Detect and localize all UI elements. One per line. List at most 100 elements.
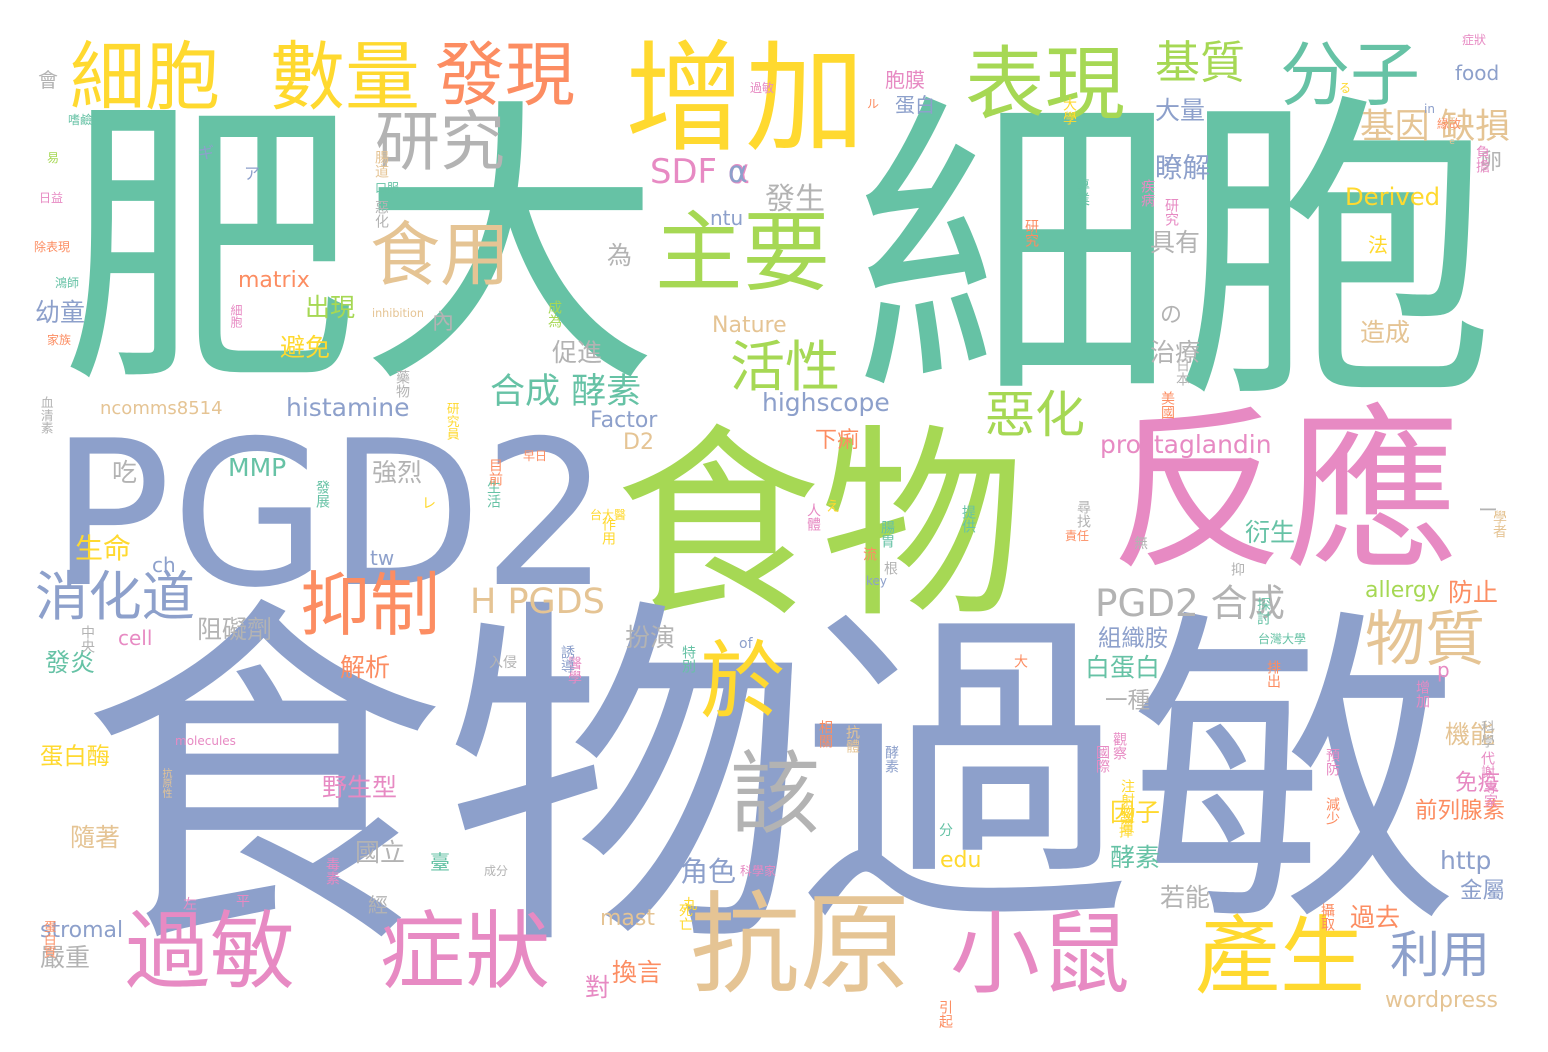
small-word-78: 抑 [1229,562,1245,576]
small-word-61: 丸 [683,897,697,913]
small-word-59: 無 [1134,536,1148,552]
small-word-20: 研究 [1023,219,1039,247]
word-69: 扮演 [625,623,675,652]
small-word-9: 日益 [39,191,64,205]
word-93: 過去 [1350,903,1400,932]
small-word-18: 研究 [1163,198,1179,226]
small-word-52: 發揮 [1117,810,1133,838]
small-word-86: 科學家 [740,864,777,878]
small-word-45: 減少 [1324,797,1340,825]
word-31: H PGDS [470,582,605,622]
word-33: 合成 酵素 [490,372,642,412]
word-95: 若能 [1160,883,1210,912]
small-word-49: 引起 [937,1000,953,1028]
small-word-65: 作用 [600,517,616,545]
word-43: 具有 [1150,228,1201,257]
word-0: 肥大 [60,75,660,424]
small-word-26: 藥物 [394,370,410,398]
word-75: 衍生 [1245,518,1295,547]
word-12: 分子 [1280,34,1420,116]
word-6: 過敏 [800,583,1460,967]
word-61: 吃 [112,458,137,487]
small-word-38: 醫學 [566,656,582,684]
word-4: 反應 [1110,391,1460,594]
word-65: 阻礙劑 [197,615,272,644]
word-39: 胞膜 [885,68,925,92]
small-word-0: 症狀 [1462,33,1487,47]
word-3: 食物 [615,408,1025,646]
word-101: p [1437,658,1450,682]
word-97: 為 [607,241,632,270]
word-41: 發生 [765,182,825,217]
word-62: 生命 [75,532,132,565]
small-word-12: 家族 [47,333,72,347]
small-word-79: 根 [882,561,898,575]
word-87: edu [940,848,982,873]
small-word-48: 專家 [1482,780,1498,808]
small-word-54: 死亡 [677,903,693,931]
word-35: food [1455,61,1500,85]
small-word-19: 專業 [1074,178,1090,206]
word-46: 幼童 [35,298,85,327]
small-word-68: 蛋白質 [41,920,57,959]
word-18: 症狀 [380,903,551,1002]
word-70: 組織胺 [1098,625,1168,652]
small-word-13: ア [244,164,260,183]
word-58: 下痢 [815,428,860,453]
word-44: matrix [238,268,310,293]
small-word-33: of [739,636,753,652]
word-68: 解析 [340,653,390,682]
word-82: 角色 [680,855,737,888]
word-53: histamine [286,393,410,422]
small-word-64: 誘導 [559,645,575,673]
small-word-4: ル [867,97,879,111]
small-word-62: 左 [183,897,197,913]
small-word-58: 分 [939,823,953,839]
small-word-87: 發展 [314,480,330,508]
word-96: wordpress [1385,988,1498,1013]
small-word-81: 美國 [1159,391,1175,419]
small-word-50: 注射 [1119,779,1135,807]
small-word-73: 抗原性 [160,768,171,798]
small-word-24: 大學 [1061,97,1077,125]
small-word-31: 責任 [1065,529,1090,543]
word-84: 因子 [1110,798,1160,827]
word-107: ー [1478,498,1498,522]
small-word-56: え [826,499,840,515]
word-86: http [1440,846,1492,875]
word-85: 酵素 [1110,843,1160,872]
word-30: PGD2 合成 [1095,581,1286,625]
small-word-77: 預防 [1324,748,1340,776]
word-19: 抗原 [690,881,910,1009]
word-99: の [1160,303,1183,328]
word-9: 發現 [435,34,575,116]
small-word-74: 腸胃 [879,520,895,548]
word-26: 活性 [730,335,840,399]
small-word-42: 台大醫 [590,508,627,522]
small-word-14: 口服 [375,181,400,195]
word-24: 於 [700,633,786,732]
small-word-47: 科學 [1479,720,1495,748]
small-word-84: 增加 [1414,680,1430,708]
small-word-22: 細胞 [229,304,243,328]
word-80: 野生型 [322,773,397,802]
small-word-75: 目前 [487,458,503,486]
word-59: MMP [228,453,287,482]
small-word-37: 代謝 [1479,751,1495,779]
small-word-28: 負擔 [1474,145,1490,173]
word-100: α [728,155,748,190]
small-word-25: 早日 [523,449,548,463]
small-word-1: 緣故 [1437,117,1462,131]
word-78: 前列腺素 [1415,798,1505,824]
small-word-82: 提供 [960,505,976,533]
word-11: 表現 [965,38,1125,131]
small-word-36: 學者 [1491,510,1507,538]
small-word-67: 排出 [1265,660,1281,688]
word-14: 食用 [370,214,510,296]
word-54: ncomms8514 [100,398,223,419]
word-56: prostaglandin [1100,430,1272,459]
small-word-71: 日本 [1174,358,1190,386]
small-word-66: 中央 [79,625,95,653]
word-83: 國立 [355,838,405,867]
word-73: 防止 [1448,578,1498,607]
